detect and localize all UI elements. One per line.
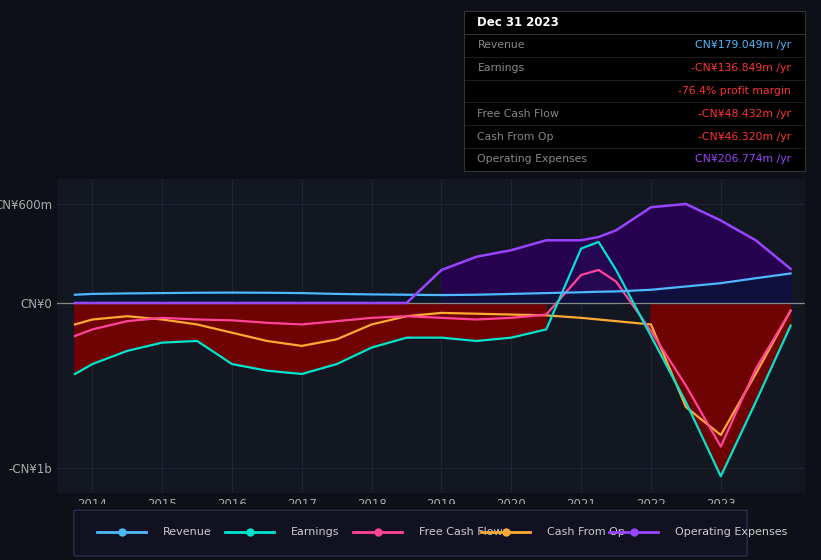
Text: CN¥206.774m /yr: CN¥206.774m /yr — [695, 155, 791, 165]
Text: Revenue: Revenue — [478, 40, 525, 50]
Text: Cash From Op: Cash From Op — [478, 132, 554, 142]
Text: Operating Expenses: Operating Expenses — [478, 155, 588, 165]
Text: -CN¥136.849m /yr: -CN¥136.849m /yr — [691, 63, 791, 73]
Text: -CN¥46.320m /yr: -CN¥46.320m /yr — [698, 132, 791, 142]
Text: Dec 31 2023: Dec 31 2023 — [478, 16, 559, 29]
FancyBboxPatch shape — [74, 510, 747, 556]
Text: CN¥179.049m /yr: CN¥179.049m /yr — [695, 40, 791, 50]
Text: Free Cash Flow: Free Cash Flow — [478, 109, 559, 119]
Text: Earnings: Earnings — [478, 63, 525, 73]
Text: Earnings: Earnings — [291, 527, 339, 537]
Text: -76.4% profit margin: -76.4% profit margin — [678, 86, 791, 96]
Text: -CN¥48.432m /yr: -CN¥48.432m /yr — [698, 109, 791, 119]
Text: Revenue: Revenue — [163, 527, 211, 537]
Text: Operating Expenses: Operating Expenses — [675, 527, 787, 537]
Text: Free Cash Flow: Free Cash Flow — [419, 527, 502, 537]
Text: Cash From Op: Cash From Op — [547, 527, 625, 537]
